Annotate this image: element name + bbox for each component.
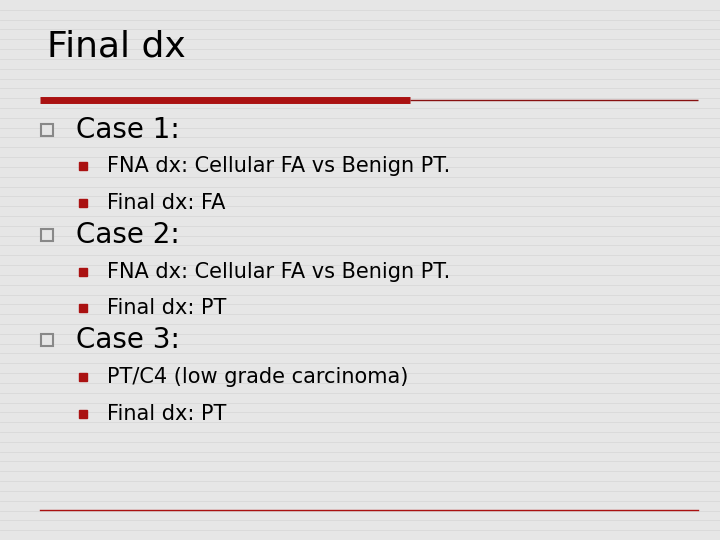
Text: Case 2:: Case 2: <box>76 221 179 249</box>
Text: PT/C4 (low grade carcinoma): PT/C4 (low grade carcinoma) <box>107 367 408 387</box>
Text: Final dx: PT: Final dx: PT <box>107 403 226 424</box>
Text: FNA dx: Cellular FA vs Benign PT.: FNA dx: Cellular FA vs Benign PT. <box>107 156 450 177</box>
Text: Case 3:: Case 3: <box>76 326 179 354</box>
Text: Case 1:: Case 1: <box>76 116 179 144</box>
Text: Final dx: FA: Final dx: FA <box>107 193 225 213</box>
Text: Final dx: PT: Final dx: PT <box>107 298 226 319</box>
Text: Final dx: Final dx <box>47 30 186 64</box>
Text: FNA dx: Cellular FA vs Benign PT.: FNA dx: Cellular FA vs Benign PT. <box>107 261 450 282</box>
